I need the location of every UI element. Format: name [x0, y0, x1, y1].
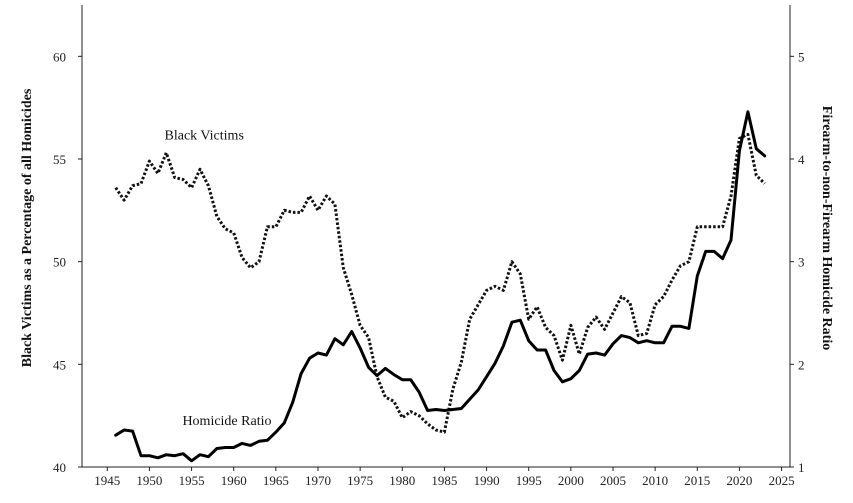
x-tick-label: 1950: [136, 473, 162, 488]
x-tick-label: 1955: [179, 473, 205, 488]
y-right-tick-label: 5: [798, 49, 805, 64]
x-tick-label: 2025: [769, 473, 795, 488]
x-tick-label: 2000: [558, 473, 584, 488]
x-tick-label: 1980: [389, 473, 415, 488]
y-right-tick-label: 1: [798, 460, 805, 475]
x-tick-label: 1965: [263, 473, 289, 488]
x-tick-label: 1985: [431, 473, 457, 488]
y-left-tick-label: 60: [53, 49, 66, 64]
x-tick-label: 2005: [600, 473, 626, 488]
series-line-homicide-ratio: [114, 110, 767, 463]
annotation-homicide-ratio: Homicide Ratio: [182, 414, 271, 429]
x-tick-label: 1970: [305, 473, 331, 488]
x-tick-label: 1945: [94, 473, 120, 488]
tick-labels: 1945 1950 1955 1960 1965 1970 1975 1980 1985 1990…: [53, 49, 805, 488]
y-axis-title-left: Black Victims as a Percentage of all Hom…: [20, 88, 35, 367]
y-left-tick-label: 45: [53, 357, 66, 372]
x-tick-label: 1990: [474, 473, 500, 488]
x-tick-label: 2020: [726, 473, 752, 488]
y-right-tick-label: 3: [798, 255, 805, 270]
x-tick-label: 1995: [516, 473, 542, 488]
axes: [78, 5, 794, 471]
y-right-tick-label: 4: [798, 152, 805, 167]
x-tick-label: 2010: [642, 473, 668, 488]
x-tick-label: 1960: [221, 473, 247, 488]
y-left-tick-label: 50: [53, 255, 66, 270]
series-line-black-victims: [114, 132, 766, 434]
x-tick-label: 1975: [347, 473, 373, 488]
y-left-tick-label: 40: [53, 460, 66, 475]
x-tick-label: 2015: [684, 473, 710, 488]
series-group: [114, 110, 767, 463]
annotation-black-victims: Black Victims: [165, 128, 244, 143]
y-right-tick-label: 2: [798, 357, 805, 372]
y-axis-title-right: Firearm-to-non-Firearm Homicide Ratio: [819, 106, 834, 350]
y-left-tick-label: 55: [53, 152, 66, 167]
